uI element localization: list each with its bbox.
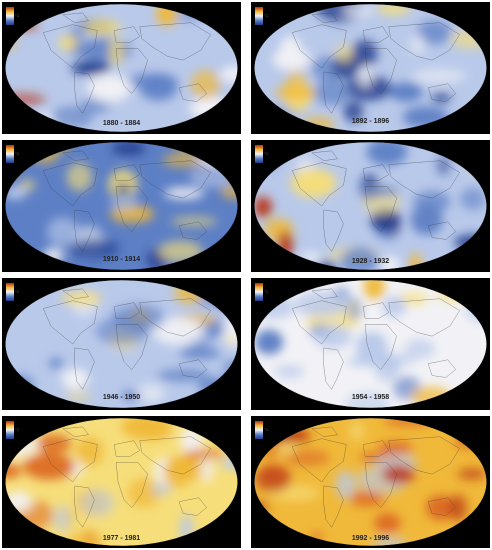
- color-scale-legend: [255, 283, 263, 301]
- continent-outlines: [291, 150, 460, 252]
- color-scale-legend: [6, 7, 14, 25]
- world-map-projection: [4, 279, 239, 409]
- color-scale-legend: [6, 421, 14, 439]
- continent-outlines: [42, 12, 211, 114]
- color-scale-legend: [6, 283, 14, 301]
- period-label: 1977 - 1981: [102, 535, 141, 542]
- period-label: 1928 - 1932: [351, 258, 390, 265]
- period-label: 1910 - 1914: [102, 256, 141, 263]
- color-scale-legend: [255, 145, 263, 163]
- scale-unit-label: °C: [15, 13, 20, 18]
- scale-unit-label: °C: [15, 289, 20, 294]
- world-map-projection: [253, 417, 488, 547]
- period-label: 1954 - 1958: [351, 394, 390, 401]
- map-panel: °C 1946 - 1950: [2, 278, 241, 410]
- continent-outlines: [42, 426, 211, 528]
- continent-outlines: [42, 150, 211, 252]
- scale-unit-label: °C: [15, 151, 20, 156]
- world-map-projection: [4, 417, 239, 547]
- period-label: 1892 - 1896: [351, 118, 390, 125]
- world-map-projection: [253, 3, 488, 133]
- scale-unit-label: °C: [264, 289, 269, 294]
- color-scale-legend: [6, 145, 14, 163]
- world-map-projection: [253, 141, 488, 271]
- period-label: 1946 - 1950: [102, 394, 141, 401]
- continent-outlines: [42, 288, 211, 390]
- continent-outlines: [291, 12, 460, 114]
- world-map-projection: [253, 279, 488, 409]
- period-label: 1992 - 1996: [351, 535, 390, 542]
- scale-unit-label: °C: [15, 427, 20, 432]
- map-panel: °C 1910 - 1914: [2, 140, 241, 272]
- continent-outlines: [291, 288, 460, 390]
- scale-unit-label: °C: [264, 427, 269, 432]
- color-scale-legend: [255, 421, 263, 439]
- world-map-projection: [4, 3, 239, 133]
- map-panel: °C 1992 - 1996: [251, 416, 490, 548]
- scale-unit-label: °C: [264, 13, 269, 18]
- map-panel: °C 1954 - 1958: [251, 278, 490, 410]
- world-map-projection: [4, 141, 239, 271]
- color-scale-legend: [255, 7, 263, 25]
- continent-outlines: [291, 426, 460, 528]
- scale-unit-label: °C: [264, 151, 269, 156]
- period-label: 1880 - 1884: [102, 120, 141, 127]
- map-panel: °C 1977 - 1981: [2, 416, 241, 548]
- map-panel: °C 1928 - 1932: [251, 140, 490, 272]
- map-panel: °C 1880 - 1884: [2, 2, 241, 134]
- map-panel: °C 1892 - 1896: [251, 2, 490, 134]
